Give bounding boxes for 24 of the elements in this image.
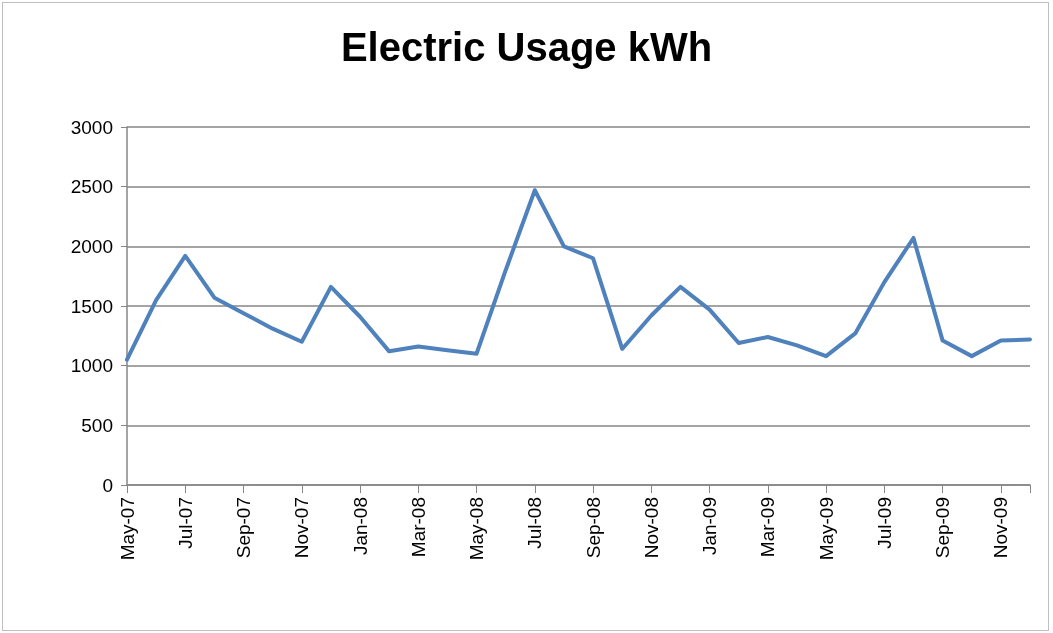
x-tick-label: May-08 [466,497,488,561]
x-tick-label: May-07 [116,497,138,561]
x-tick-label: Jul-08 [524,497,546,549]
x-tick-label: Nov-07 [291,497,313,559]
y-tick-label: 0 [102,474,113,496]
x-tick-label: Sep-09 [932,497,954,559]
y-tick-label: 3000 [70,116,113,138]
x-tick-label: May-09 [815,497,837,561]
x-tick-label: Nov-09 [990,497,1012,559]
x-tick-label: Jul-07 [174,497,196,549]
x-tick-label: Jan-08 [349,497,371,556]
chart-title: Electric Usage kWh [340,25,713,69]
y-tick-label: 2000 [70,235,113,257]
x-tick-label: Jul-09 [873,497,895,549]
x-tick-label: Sep-08 [582,497,604,559]
x-tick-label: Mar-09 [757,497,779,558]
x-tick-label: Sep-07 [233,497,255,559]
x-tick-label: Nov-08 [640,497,662,559]
y-tick-label: 2500 [70,176,113,198]
y-tick-label: 1000 [70,355,113,377]
y-tick-label: 500 [81,414,113,436]
x-tick-label: Jan-09 [699,497,721,556]
y-tick-label: 1500 [70,295,113,317]
x-tick-label: Mar-08 [407,497,429,558]
